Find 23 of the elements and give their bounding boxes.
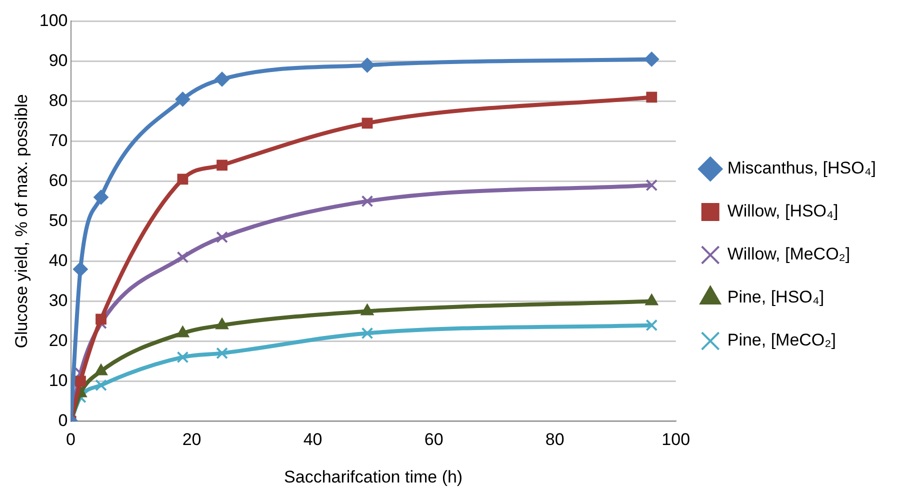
y-tick-label: 90 — [48, 50, 68, 70]
legend-label: Miscanthus, [HSO₄] — [727, 158, 876, 178]
y-tick-label: 60 — [48, 170, 68, 190]
x-tick-label: 40 — [303, 430, 322, 450]
y-tick-label: 0 — [58, 410, 68, 430]
y-tick-label: 30 — [48, 290, 68, 310]
y-tick-label: 20 — [48, 330, 68, 350]
x-tick-label: 60 — [424, 430, 444, 450]
y-tick-label: 10 — [48, 370, 68, 390]
y-tick-label: 70 — [48, 130, 68, 150]
x-tick-label: 80 — [545, 430, 564, 450]
legend-label: Willow, [HSO₄] — [727, 202, 838, 221]
x-tick-label: 20 — [182, 430, 202, 450]
y-tick-label: 50 — [48, 210, 68, 230]
x-tick-label: 100 — [662, 430, 690, 450]
y-tick-label: 100 — [39, 10, 68, 30]
y-tick-label: 80 — [48, 90, 68, 110]
legend-label: Pine, [HSO₄] — [727, 288, 824, 307]
y-axis-title: Glucose yield, % of max. possible — [12, 94, 31, 348]
legend-label: Willow, [MeCO₂] — [727, 244, 850, 264]
x-axis-title: Saccharifcation time (h) — [284, 467, 463, 486]
legend-label: Pine, [MeCO₂] — [727, 330, 836, 350]
y-tick-label: 40 — [48, 250, 68, 270]
